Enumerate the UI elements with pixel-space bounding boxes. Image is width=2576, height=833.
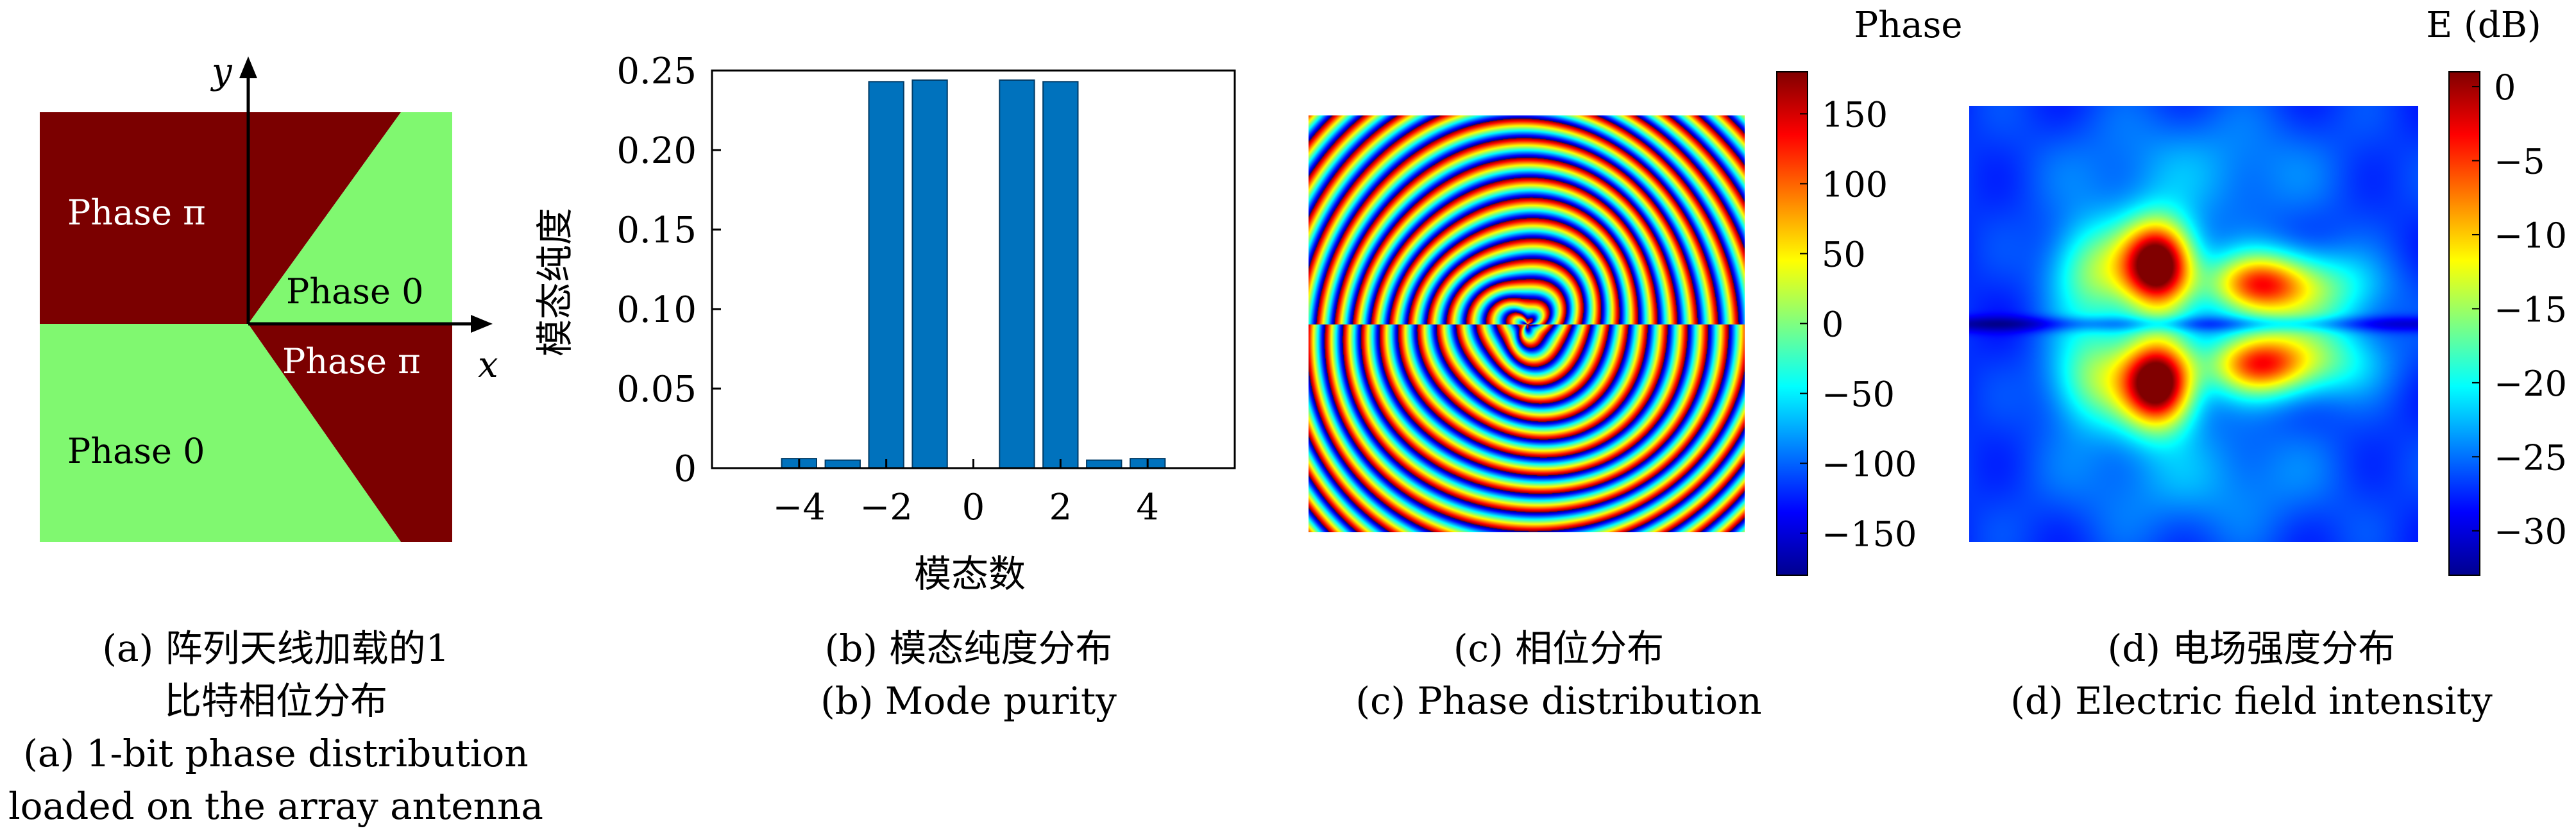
y-axis-arrow: [239, 56, 257, 78]
field-colorbar: E (dB) 0 −5 −10 −15 −20 −25 −30: [2426, 4, 2567, 576]
colorbar-tick-label: −30: [2494, 512, 2567, 552]
caption-d-cn: (d) 电场强度分布: [2107, 627, 2396, 670]
panel-a-phase-map: y x Phase π Phase 0 Phase π Phase 0: [40, 51, 498, 542]
b-ytick-label: 0.10: [616, 289, 697, 331]
colorbar-tick-label: 100: [1822, 164, 1888, 205]
mode-purity-bar-chart: 0 0.05 0.10 0.15 0.20 0.25 −4 −2 0 2 4 模态数 模态纯度: [533, 51, 1236, 590]
colorbar-tick-label: −15: [2494, 289, 2567, 330]
bar-mode--1: [911, 79, 948, 469]
b-ytick-label: 0.05: [616, 369, 697, 410]
caption-a-cn-2: 比特相位分布: [164, 679, 387, 723]
axis-x-label: x: [478, 344, 498, 386]
phase-colorbar: Phase 150 100 50 0 −50 −100 −150: [1776, 4, 1963, 576]
colorbar-tick-label: −150: [1822, 514, 1917, 555]
colorbar-tick-label: −10: [2494, 215, 2567, 256]
colorbar-tick-label: 0: [2494, 67, 2516, 108]
caption-d: (d) 电场强度分布 (d) Electric field intensity: [1963, 622, 2540, 727]
b-ytick-label: 0: [674, 448, 697, 490]
region-phase-pi-right: [248, 324, 452, 542]
b-ytick-label: 0.20: [616, 130, 697, 172]
caption-a-en-1: (a) 1-bit phase distribution: [23, 732, 529, 775]
colorbar-tick-label: 150: [1822, 94, 1888, 135]
bar-mode-2: [1042, 81, 1079, 469]
caption-d-en: (d) Electric field intensity: [2010, 679, 2493, 723]
region-phase-zero-bottom: [40, 324, 401, 542]
caption-b-en: (b) Mode purity: [820, 679, 1117, 723]
bar-mode--3: [824, 459, 861, 469]
region-phase-pi-top: [40, 112, 401, 324]
b-xtick-label: 2: [1049, 487, 1072, 528]
caption-a-cn-1: (a) 阵列天线加载的1: [102, 627, 450, 670]
c-colorbar-title: Phase: [1854, 4, 1962, 46]
region-phase-zero-right: [248, 112, 452, 324]
caption-b: (b) 模态纯度分布 (b) Mode purity: [680, 622, 1257, 727]
b-ytick-label: 0.25: [616, 51, 697, 92]
colorbar-tick-label: −50: [1822, 374, 1895, 415]
colorbar-tick-label: 50: [1822, 234, 1866, 274]
b-xtick-label: 0: [962, 487, 985, 528]
b-y-axis-title: 模态纯度: [533, 208, 577, 357]
b-xtick-label: −2: [860, 487, 913, 528]
bar-mode-3: [1086, 459, 1123, 469]
axis-y-label: y: [210, 51, 233, 92]
caption-a: (a) 阵列天线加载的1 比特相位分布 (a) 1-bit phase dist…: [0, 622, 552, 832]
colorbar-tick-label: −100: [1822, 444, 1917, 485]
colorbar-tick-label: −25: [2494, 437, 2567, 478]
d-colorbar-gradient: [2448, 71, 2480, 576]
b-xtick-label: 4: [1136, 487, 1159, 528]
label-phase-pi-top: Phase π: [67, 192, 206, 233]
phase-distribution-map: [1309, 115, 1745, 532]
caption-c-en: (c) Phase distribution: [1355, 679, 1762, 723]
caption-c: (c) 相位分布 (c) Phase distribution: [1334, 622, 1783, 727]
label-phase-0-bottom: Phase 0: [67, 431, 205, 471]
label-phase-0-right: Phase 0: [286, 271, 424, 312]
label-phase-pi-right: Phase π: [282, 341, 421, 382]
colorbar-tick-label: 0: [1822, 305, 1843, 345]
b-xtick-label: −4: [773, 487, 826, 528]
b-ytick-label: 0.15: [616, 210, 697, 251]
colorbar-tick-label: −5: [2494, 142, 2545, 182]
colorbar-tick-label: −20: [2494, 364, 2567, 404]
caption-b-cn: (b) 模态纯度分布: [824, 627, 1113, 670]
d-colorbar-title: E (dB): [2426, 4, 2541, 46]
caption-c-cn: (c) 相位分布: [1453, 627, 1665, 670]
caption-a-en-2: loaded on the array antenna: [8, 784, 543, 828]
x-axis-arrow: [471, 315, 493, 333]
b-plot-frame: [711, 69, 1236, 469]
bar-mode-1: [999, 79, 1035, 469]
electric-field-map: [1969, 106, 2418, 542]
b-x-axis-title: 模态数: [914, 552, 1026, 590]
bar-mode--2: [868, 81, 904, 469]
